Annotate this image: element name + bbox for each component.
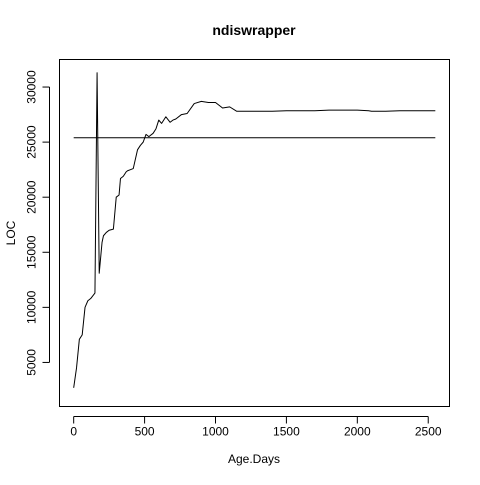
x-tick-label: 2500 xyxy=(415,425,442,439)
x-axis: 0 500 1000 1500 2000 2500 xyxy=(70,416,442,439)
x-tick-label: 1000 xyxy=(202,425,229,439)
y-tick-label: 15000 xyxy=(25,235,39,269)
y-tick-label: 5000 xyxy=(25,349,39,376)
x-tick-label: 2000 xyxy=(344,425,371,439)
y-axis: 5000 10000 15000 20000 25000 30000 xyxy=(25,70,50,376)
y-tick-label: 30000 xyxy=(25,70,39,104)
y-axis-label: LOC xyxy=(4,220,18,245)
x-tick-label: 0 xyxy=(70,425,77,439)
x-tick-label: 1500 xyxy=(273,425,300,439)
chart-title: ndiswrapper xyxy=(212,22,296,38)
y-tick-label: 25000 xyxy=(25,125,39,159)
x-tick-label: 500 xyxy=(135,425,155,439)
plot-border xyxy=(59,59,450,407)
y-tick-label: 10000 xyxy=(25,290,39,324)
x-axis-label: Age.Days xyxy=(228,452,280,466)
series-line-1 xyxy=(73,72,436,388)
plot-area xyxy=(73,72,436,388)
y-tick-label: 20000 xyxy=(25,180,39,214)
